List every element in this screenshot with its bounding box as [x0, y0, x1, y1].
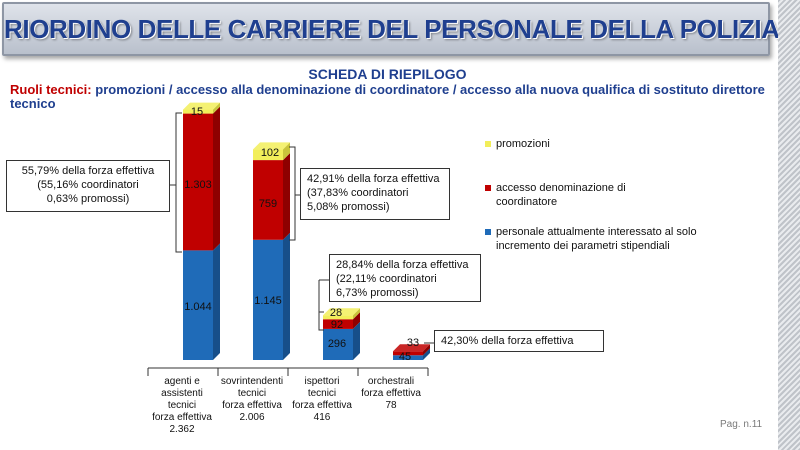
- description-text: promozioni / accesso alla denominazione …: [10, 82, 765, 111]
- legend-stipendiali-label: personale attualmente interessato al sol…: [496, 226, 697, 252]
- bar-top-0: [183, 102, 220, 110]
- brackets-group: [170, 112, 434, 344]
- category-label-agenti: agenti e assistenti tecnici forza effett…: [147, 376, 217, 436]
- description-lead: Ruoli tecnici: [10, 82, 88, 97]
- bar-coordinatore-3: [393, 351, 423, 356]
- bar-coordinatore-2: [323, 319, 353, 329]
- bar-top-2: [323, 308, 360, 316]
- legend-coordinatore-swatch: [485, 185, 491, 191]
- callout-sovrintendenti: 42,91% della forza effettiva (37,83% coo…: [300, 168, 450, 220]
- bar-coordinatore-1: [253, 160, 283, 240]
- bar-side-coordinatore-3: [423, 344, 430, 356]
- data-label-stipendiali-3: 45: [399, 351, 411, 363]
- bars-group: [183, 102, 430, 360]
- description-colon: :: [87, 82, 92, 97]
- cat2-line0: ispettori: [304, 376, 340, 387]
- cat3-line1: forza effettiva: [361, 388, 421, 399]
- decorative-side-strip: [778, 0, 800, 450]
- category-label-ispettori: ispettori tecnici forza effettiva 416: [287, 376, 357, 424]
- bar-side-promozioni-0: [213, 102, 220, 114]
- bar-promozioni-1: [253, 149, 283, 161]
- callout-sovrintendenti-line3: 5,08% promossi): [307, 201, 390, 213]
- legend-coordinatore-label: accesso denominazione di coordinatore: [496, 182, 626, 208]
- cat0-line1: assistenti: [161, 388, 203, 399]
- data-label-coordinatore-0: 1.303: [184, 179, 212, 191]
- legend-promozioni-swatch: [485, 141, 491, 147]
- cat1-line0: sovrintendenti: [220, 376, 284, 387]
- bar-side-coordinatore-0: [213, 106, 220, 251]
- callout-ispettori: 28,84% della forza effettiva (22,11% coo…: [329, 254, 481, 302]
- bar-promozioni-2: [323, 315, 353, 320]
- cat2-line1: tecnici: [307, 388, 337, 399]
- bar-top-1: [253, 142, 290, 150]
- cat0-line2: tecnici: [167, 400, 197, 411]
- callout-ispettori-line2: (22,11% coordinatori: [336, 273, 437, 285]
- bracket-sovrintendenti: [289, 146, 300, 241]
- data-label-promozioni-1: 102: [261, 147, 279, 159]
- bar-coordinatore-0: [183, 113, 213, 251]
- category-label-orchestrali: orchestrali forza effettiva 78: [356, 376, 426, 412]
- bar-stipendiali-2: [323, 328, 353, 360]
- page-number: Pag. n.11: [720, 419, 763, 430]
- bar-stipendiali-3: [393, 355, 423, 360]
- cat2-line3: 416: [313, 412, 331, 423]
- bar-promozioni-0: [183, 109, 213, 114]
- page-title: RIORDINO DELLE CARRIERE DEL PERSONALE DE…: [4, 14, 800, 44]
- legend-stipendiali-swatch: [485, 229, 491, 235]
- cat2-line2: forza effettiva: [292, 400, 352, 411]
- bar-side-coordinatore-2: [353, 312, 360, 329]
- callout-sovrintendenti-line1: 42,91% della forza effettiva: [307, 173, 440, 185]
- cat0-line4: 2.362: [169, 424, 195, 435]
- legend-promozioni-label: promozioni: [496, 138, 550, 150]
- data-label-stipendiali-2: 296: [328, 338, 346, 350]
- bar-stipendiali-0: [183, 250, 213, 360]
- description: Ruoli tecnici: promozioni / accesso alla…: [10, 83, 772, 111]
- title-banner: RIORDINO DELLE CARRIERE DEL PERSONALE DE…: [2, 2, 800, 56]
- bar-side-promozioni-1: [283, 142, 290, 161]
- cat0-line3: forza effettiva: [152, 412, 212, 423]
- bar-stipendiali-1: [253, 239, 283, 360]
- bar-side-stipendiali-2: [353, 321, 360, 360]
- bar-side-stipendiali-0: [213, 243, 220, 360]
- data-label-stipendiali-1: 1.145: [254, 295, 282, 307]
- callout-agenti-line3: 0,63% promossi): [46, 193, 130, 205]
- bar-side-stipendiali-1: [283, 232, 290, 360]
- data-label-promozioni-2: 28: [330, 307, 342, 319]
- callout-ispettori-line3: 6,73% promossi): [336, 287, 419, 299]
- bar-side-promozioni-2: [353, 308, 360, 320]
- data-label-stipendiali-0: 1.044: [184, 301, 212, 313]
- cat1-line1: tecnici: [237, 388, 267, 399]
- bracket-ispettori: [318, 279, 329, 331]
- callout-ispettori-line1: 28,84% della forza effettiva: [336, 259, 469, 271]
- bar-side-stipendiali-3: [423, 348, 430, 360]
- cat1-line3: 2.006: [239, 412, 265, 423]
- cat0-line0: agenti e: [164, 376, 200, 387]
- data-label-coordinatore-1: 759: [259, 198, 277, 210]
- category-label-sovrintendenti: sovrintendenti tecnici forza effettiva 2…: [216, 376, 288, 424]
- callout-agenti: 55,79% della forza effettiva (55,16% coo…: [6, 160, 170, 212]
- callout-orchestrali: 42,30% della forza effettiva: [434, 330, 604, 352]
- cat3-line0: orchestrali: [367, 376, 415, 387]
- data-label-promozioni-0: 15: [191, 106, 203, 118]
- data-label-coordinatore-3: 33: [407, 337, 419, 349]
- bar-side-coordinatore-1: [283, 153, 290, 240]
- callout-sovrintendenti-line2: (37,83% coordinatori: [307, 187, 409, 199]
- callout-agenti-line1: 55,79% della forza effettiva: [21, 165, 155, 177]
- bar-top-3: [393, 344, 430, 352]
- subtitle: SCHEDA DI RIEPILOGO: [308, 66, 467, 82]
- data-label-coordinatore-2: 92: [331, 319, 343, 331]
- cat3-line2: 78: [385, 400, 397, 411]
- cat1-line2: forza effettiva: [222, 400, 282, 411]
- bracket-agenti: [170, 112, 182, 253]
- callout-agenti-line2: (55,16% coordinatori: [37, 179, 139, 191]
- callout-orchestrali-line1: 42,30% della forza effettiva: [441, 335, 574, 347]
